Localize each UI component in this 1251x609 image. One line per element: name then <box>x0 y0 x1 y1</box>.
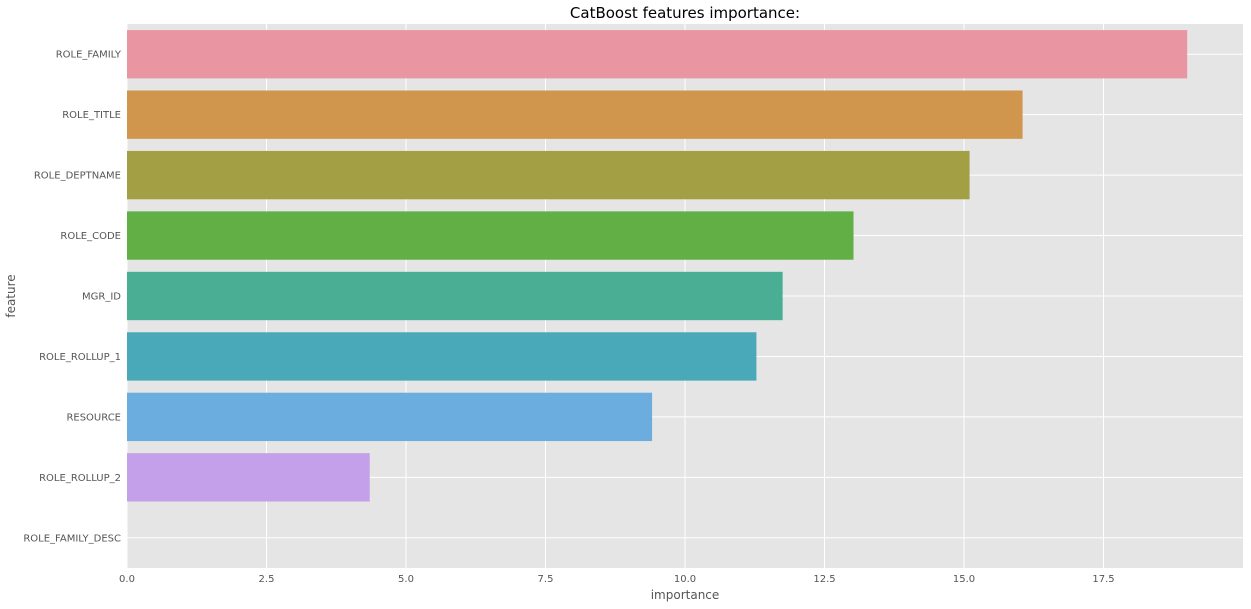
bar-role-family <box>127 30 1188 79</box>
y-tick-label: ROLE_TITLE <box>62 110 121 121</box>
y-tick-label: RESOURCE <box>66 412 121 423</box>
x-tick-labels: 0.0 2.5 5.0 7.5 10.0 12.5 15.0 17.5 <box>119 574 1115 585</box>
y-tick-labels: ROLE_FAMILY ROLE_TITLE ROLE_DEPTNAME ROLE_C… <box>23 50 122 545</box>
bar-resource <box>127 392 653 442</box>
bar-role-rollup-2 <box>127 453 370 502</box>
x-tick-label: 17.5 <box>1092 574 1114 585</box>
bar-role-title <box>127 90 1023 139</box>
x-tick-label: 0.0 <box>119 574 135 585</box>
x-tick-label: 5.0 <box>398 574 414 585</box>
y-tick-label: ROLE_DEPTNAME <box>34 171 121 182</box>
bar-role-code <box>127 211 854 260</box>
bar-role-deptname <box>127 150 970 200</box>
bar-mgr-id <box>127 271 783 321</box>
x-tick-label: 7.5 <box>538 574 554 585</box>
y-tick-label: MGR_ID <box>82 292 121 303</box>
y-tick-label: ROLE_CODE <box>60 231 121 242</box>
bars <box>127 30 1188 502</box>
y-tick-label: ROLE_ROLLUP_1 <box>39 352 121 363</box>
y-tick-label: ROLE_FAMILY <box>56 50 122 61</box>
x-tick-label: 15.0 <box>953 574 975 585</box>
bar-role-rollup-1 <box>127 332 757 381</box>
y-tick-label: ROLE_FAMILY_DESC <box>23 533 121 544</box>
chart-title: CatBoost features importance: <box>570 4 800 22</box>
x-axis-label: importance <box>651 588 720 602</box>
x-tick-label: 10.0 <box>674 574 696 585</box>
y-tick-label: ROLE_ROLLUP_2 <box>39 473 121 484</box>
x-tick-label: 2.5 <box>259 574 275 585</box>
x-tick-label: 12.5 <box>813 574 835 585</box>
y-axis-label: feature <box>4 274 18 317</box>
